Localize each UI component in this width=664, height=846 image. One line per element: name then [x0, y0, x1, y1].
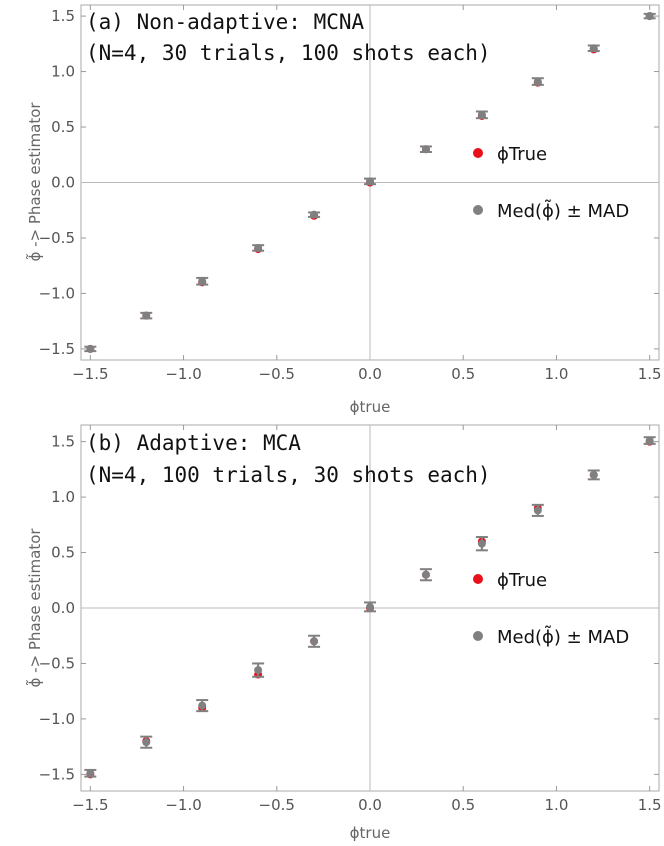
y-tick-label-b-6: 1.5: [51, 433, 75, 451]
median-point-a-1: [142, 311, 151, 320]
median-point-b-10: [645, 436, 654, 445]
median-point-b-7: [477, 539, 486, 548]
y-tick-label-a-4: 0.5: [51, 118, 75, 136]
panel-b-title-line2: (N=4, 100 trials, 30 shots each): [86, 463, 491, 487]
median-point-a-9: [589, 44, 598, 53]
x-tick-label-a-2: −0.5: [259, 365, 295, 383]
median-point-a-4: [310, 210, 319, 219]
y-tick-label-a-5: 1.0: [51, 63, 75, 81]
median-point-b-3: [254, 666, 263, 675]
marks-a: [84, 12, 656, 353]
y-tick-label-b-5: 1.0: [51, 488, 75, 506]
y-tick-label-b-4: 0.5: [51, 544, 75, 562]
panel-b-title-line1: (b) Adaptive: MCA: [86, 431, 301, 455]
median-point-a-8: [533, 77, 542, 86]
legend-a-median-label: Med(ϕ̃) ± MAD: [497, 200, 629, 222]
median-point-b-9: [589, 470, 598, 479]
x-tick-label-a-1: −1.0: [165, 365, 201, 383]
y-tick-label-b-0: −1.5: [39, 765, 75, 783]
median-point-b-6: [421, 570, 430, 579]
median-point-a-3: [254, 243, 263, 252]
y-tick-label-b-1: −1.0: [39, 710, 75, 728]
marks-b: [84, 436, 656, 779]
ticks-b: −1.5 −1.0 −0.5 0.0 0.5 1.0 1.5 −1.5 −1.0 −0.5 0.0 0…: [39, 425, 662, 814]
legend-a-true-marker: [473, 148, 483, 158]
legend-a: ϕTrue Med(ϕ̃) ± MAD: [473, 144, 629, 222]
panel-a-ylabel: ϕ̃ -> Phase estimator: [25, 102, 44, 262]
x-tick-label-a-3: 0.0: [358, 365, 382, 383]
legend-b: ϕTrue Med(ϕ̃) ± MAD: [473, 570, 629, 648]
median-point-b-5: [366, 602, 374, 611]
panel-b-xlabel: ϕtrue: [350, 824, 391, 842]
ticks-a: −1.5 −1.0 −0.5 0.0 0.5 1.0 1.5 −1.5 −1.0 −0.5 0.0 0…: [39, 5, 662, 383]
x-tick-label-b-3: 0.0: [358, 796, 382, 814]
panel-a-title-line1: (a) Non-adaptive: MCNA: [86, 10, 365, 34]
median-point-b-1: [142, 738, 151, 747]
median-point-a-6: [421, 145, 430, 154]
y-tick-label-a-1: −1.0: [39, 284, 75, 302]
x-tick-label-a-5: 1.0: [545, 365, 569, 383]
median-point-a-0: [86, 344, 95, 353]
median-point-a-5: [366, 177, 374, 186]
legend-b-true-marker: [473, 574, 483, 584]
x-tick-label-b-6: 1.5: [638, 796, 662, 814]
median-point-a-7: [477, 110, 486, 119]
legend-b-median-marker: [473, 631, 483, 641]
panel-b: −1.5 −1.0 −0.5 0.0 0.5 1.0 1.5 −1.5 −1.0 −0.5 0.0 0…: [25, 424, 662, 842]
y-tick-label-a-0: −1.5: [39, 340, 75, 358]
y-tick-label-b-2: −0.5: [39, 654, 75, 672]
median-point-a-2: [198, 277, 207, 286]
y-tick-label-a-6: 1.5: [51, 7, 75, 25]
median-point-b-8: [533, 506, 542, 515]
legend-b-median-label: Med(ϕ̃) ± MAD: [497, 626, 629, 648]
x-tick-label-a-4: 0.5: [451, 365, 475, 383]
median-point-b-4: [310, 637, 319, 646]
legend-b-true-label: ϕTrue: [497, 570, 547, 591]
x-tick-label-b-4: 0.5: [451, 796, 475, 814]
panel-a-xlabel: ϕtrue: [350, 398, 391, 416]
median-point-b-0: [86, 769, 95, 778]
x-tick-label-a-6: 1.5: [638, 365, 662, 383]
x-tick-label-b-2: −0.5: [259, 796, 295, 814]
legend-a-median-marker: [473, 205, 483, 215]
panel-b-ylabel: ϕ̃ -> Phase estimator: [25, 528, 44, 688]
x-tick-label-b-1: −1.0: [165, 796, 201, 814]
median-point-b-2: [198, 701, 207, 710]
y-tick-label-b-3: 0.0: [51, 599, 75, 617]
x-tick-label-b-5: 1.0: [545, 796, 569, 814]
x-tick-label-a-0: −1.5: [72, 365, 108, 383]
legend-a-true-label: ϕTrue: [497, 144, 547, 165]
panel-a-title-line2: (N=4, 30 trials, 100 shots each): [86, 41, 491, 65]
y-tick-label-a-3: 0.0: [51, 174, 75, 192]
x-tick-label-b-0: −1.5: [72, 796, 108, 814]
y-tick-label-a-2: −0.5: [39, 229, 75, 247]
panel-a: −1.5 −1.0 −0.5 0.0 0.5 1.0 1.5 −1.5 −1.0 −0.5 0.0 0…: [25, 4, 662, 416]
median-point-a-10: [645, 12, 654, 21]
